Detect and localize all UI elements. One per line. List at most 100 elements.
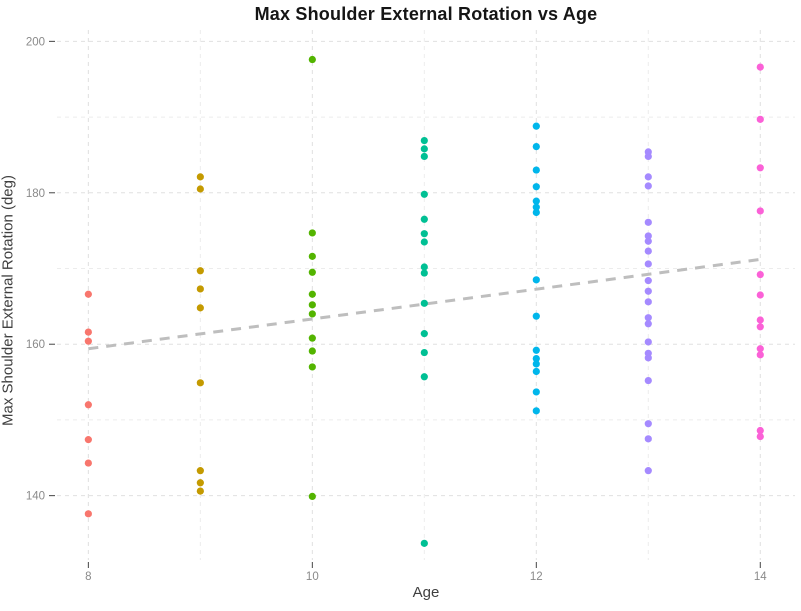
data-point-age-9 [196, 467, 204, 475]
data-point-age-12 [532, 276, 540, 284]
y-tick-label: 160 [26, 339, 45, 351]
data-point-age-12 [532, 388, 540, 396]
data-point-age-12 [532, 208, 540, 217]
data-point-age-9 [196, 487, 204, 495]
data-point-age-8 [84, 328, 92, 336]
data-point-age-12 [532, 312, 540, 320]
data-point-age-14 [756, 323, 764, 331]
x-axis-title: Age [412, 584, 440, 601]
data-point-age-13 [644, 467, 652, 475]
data-point-age-14 [756, 351, 764, 359]
data-point-age-12 [532, 367, 540, 376]
x-tick-label: 8 [85, 571, 91, 583]
data-point-age-9 [196, 285, 204, 293]
data-point-age-12 [532, 197, 540, 205]
data-point-age-11 [420, 238, 428, 246]
data-point-age-11 [420, 190, 428, 198]
data-point-age-12 [532, 203, 540, 211]
data-point-age-11 [420, 330, 428, 338]
data-point-age-9 [196, 185, 204, 193]
data-point-age-13 [644, 152, 652, 161]
data-point-age-11 [420, 299, 428, 307]
data-point-age-13 [644, 247, 652, 255]
data-point-age-10 [308, 268, 316, 276]
data-point-age-11 [420, 145, 428, 153]
data-point-age-10 [308, 363, 316, 371]
trend-line [88, 257, 761, 351]
data-point-age-13 [644, 338, 652, 346]
data-point-age-8 [84, 510, 92, 518]
data-point-age-10 [308, 334, 316, 342]
data-point-age-14 [756, 207, 764, 215]
data-point-age-11 [420, 215, 428, 223]
data-point-age-13 [644, 376, 652, 385]
data-point-age-9 [196, 304, 204, 312]
y-tick-label: 200 [26, 36, 45, 48]
data-point-age-8 [84, 290, 92, 298]
data-point-age-13 [644, 314, 652, 322]
data-point-age-13 [644, 277, 652, 285]
data-point-age-11 [420, 230, 428, 238]
data-point-age-13 [644, 232, 652, 240]
x-tick-label: 10 [306, 571, 319, 583]
data-point-age-14 [756, 316, 764, 324]
data-point-age-13 [644, 218, 652, 226]
data-point-age-14 [756, 291, 764, 299]
data-point-age-11 [420, 136, 428, 145]
data-point-age-12 [532, 355, 540, 363]
data-point-age-14 [756, 164, 764, 172]
data-point-age-10 [308, 347, 316, 355]
y-tick-label: 140 [26, 491, 45, 503]
data-point-age-14 [756, 432, 764, 441]
data-point-age-8 [84, 401, 92, 409]
data-point-age-13 [644, 173, 652, 181]
data-point-age-13 [644, 287, 652, 295]
data-point-age-10 [308, 252, 316, 260]
data-point-age-14 [756, 426, 764, 435]
data-point-age-11 [420, 348, 428, 357]
data-point-age-14 [756, 270, 764, 279]
data-point-age-10 [308, 55, 316, 64]
data-point-age-13 [644, 320, 652, 328]
data-point-age-14 [756, 345, 764, 353]
chart-title: Max Shoulder External Rotation vs Age [254, 4, 598, 24]
data-point-age-13 [644, 298, 652, 306]
data-point-age-14 [756, 63, 764, 71]
data-point-age-9 [196, 267, 204, 275]
data-point-age-9 [196, 379, 204, 387]
data-point-age-13 [644, 182, 652, 190]
y-tick-label: 180 [26, 188, 45, 200]
data-point-age-8 [84, 459, 92, 467]
data-point-age-8 [84, 436, 92, 444]
data-point-age-8 [84, 337, 92, 345]
data-point-age-10 [308, 310, 316, 318]
data-point-age-9 [196, 173, 204, 181]
data-point-age-9 [196, 479, 204, 487]
data-point-age-12 [532, 166, 540, 174]
data-point-age-11 [420, 152, 428, 161]
data-point-age-10 [308, 290, 316, 298]
data-point-age-10 [308, 492, 316, 500]
y-axis-title: Max Shoulder External Rotation (deg) [0, 175, 17, 426]
data-point-age-11 [420, 269, 428, 277]
x-tick-label: 12 [530, 571, 543, 583]
data-point-age-13 [644, 260, 652, 268]
data-point-age-11 [420, 263, 428, 271]
data-point-age-13 [644, 237, 652, 245]
data-point-age-12 [532, 143, 540, 151]
data-point-age-12 [532, 360, 540, 368]
x-tick-label: 14 [754, 571, 767, 583]
data-point-age-12 [532, 122, 540, 130]
data-point-age-11 [420, 373, 428, 381]
data-point-age-14 [756, 115, 764, 123]
data-point-age-13 [644, 435, 652, 443]
data-point-age-10 [308, 229, 316, 237]
data-point-age-12 [532, 346, 540, 354]
data-point-age-13 [644, 354, 652, 362]
data-point-age-11 [420, 539, 428, 547]
data-point-age-12 [532, 183, 540, 191]
data-point-age-10 [308, 301, 316, 309]
data-point-age-13 [644, 420, 652, 428]
